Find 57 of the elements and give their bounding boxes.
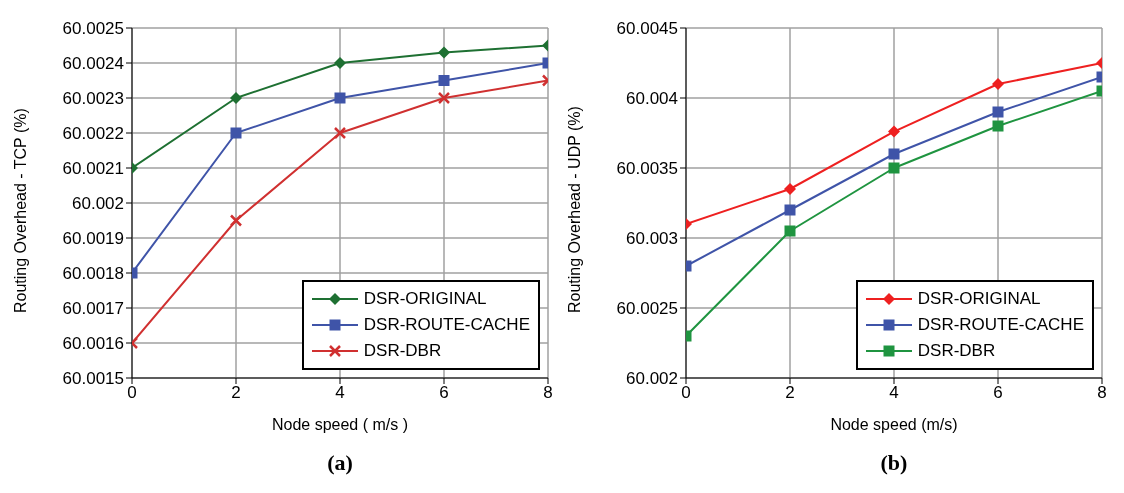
y-tick-label: 60.004 xyxy=(626,89,678,109)
x-axis-title: Node speed ( m/s ) xyxy=(271,416,409,433)
y-tick-label: 60.0023 xyxy=(62,89,124,109)
x-tick-label: 2 xyxy=(231,383,241,403)
point xyxy=(992,106,1004,118)
y-tick-label: 60.0018 xyxy=(62,264,124,284)
point xyxy=(333,126,347,140)
point xyxy=(437,91,451,105)
x-tick-label: 2 xyxy=(785,383,795,403)
y-tick-label: 60.0024 xyxy=(62,54,124,74)
point xyxy=(438,46,450,59)
point xyxy=(992,78,1004,90)
y-tick-label: 60.002 xyxy=(626,369,678,389)
point xyxy=(229,214,243,227)
legend-label: DSR-DBR xyxy=(363,341,442,361)
point xyxy=(888,148,900,160)
y-tick-label: 60.0022 xyxy=(62,124,124,144)
point xyxy=(888,162,900,174)
point xyxy=(784,225,796,237)
legend-label: DSR-DBR xyxy=(917,341,996,361)
x-tick-label: 4 xyxy=(335,383,345,403)
y-axis-title: Routing Overhead - TCP (%) xyxy=(11,108,29,313)
y-tick-label: 60.0015 xyxy=(62,369,124,389)
point xyxy=(888,125,900,138)
point xyxy=(230,92,242,104)
legend-label: DSR-ORIGINAL xyxy=(917,289,1041,309)
legend-label: DSR-ORIGINAL xyxy=(363,289,487,309)
point xyxy=(334,57,346,69)
y-tick-label: 60.003 xyxy=(626,229,678,249)
legend-label: DSR-ROUTE-CACHE xyxy=(917,315,1084,335)
x-tick-label: 6 xyxy=(439,383,449,403)
x-tick-label: 4 xyxy=(889,383,899,403)
point xyxy=(230,127,242,139)
y-tick-label: 60.0025 xyxy=(616,299,678,319)
text: (b) xyxy=(879,450,909,476)
point xyxy=(334,92,346,104)
y-axis-title: Routing Overhead - UDP (%) xyxy=(565,106,583,313)
y-tick-label: 60.002 xyxy=(72,194,124,214)
y-tick-label: 60.0025 xyxy=(62,19,124,39)
y-tick-label: 60.0045 xyxy=(616,19,678,39)
x-tick-label: 0 xyxy=(681,383,691,403)
y-tick-label: 60.0021 xyxy=(62,159,124,179)
point xyxy=(784,183,796,195)
y-tick-label: 60.0016 xyxy=(62,334,124,354)
x-tick-label: 6 xyxy=(993,383,1003,403)
x-tick-label: 8 xyxy=(543,383,553,403)
y-tick-label: 60.0035 xyxy=(616,159,678,179)
point xyxy=(992,120,1004,132)
legend-label: DSR-ROUTE-CACHE xyxy=(363,315,530,335)
x-tick-label: 8 xyxy=(1097,383,1107,403)
text: (a) xyxy=(326,450,354,476)
x-axis-title: Node speed (m/s) xyxy=(830,416,958,433)
point xyxy=(784,204,796,216)
point xyxy=(438,75,450,86)
y-tick-label: 60.0019 xyxy=(62,229,124,249)
x-tick-label: 0 xyxy=(127,383,137,403)
y-tick-label: 60.0017 xyxy=(62,299,124,319)
